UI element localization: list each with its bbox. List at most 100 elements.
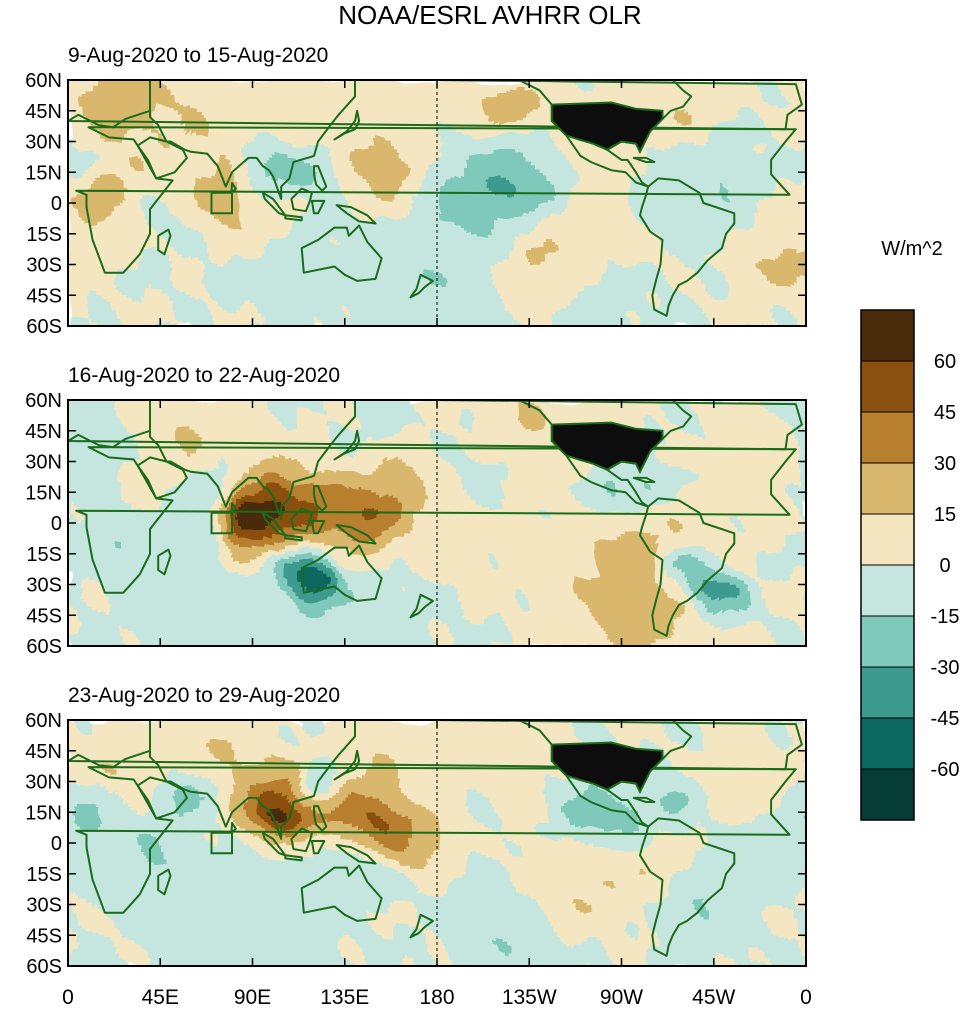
coastline-cuba xyxy=(632,476,656,483)
lon-tick-label: 0 xyxy=(62,986,74,1009)
lat-tick-label: 45S xyxy=(26,605,62,627)
coastline-europe xyxy=(68,80,803,131)
lat-tick-label: 60N xyxy=(25,710,62,732)
coastline-newguinea xyxy=(335,204,377,225)
coastlines xyxy=(68,400,803,637)
colorbar-swatch xyxy=(860,615,915,668)
lat-tick-label: 15N xyxy=(25,482,62,504)
lat-tick-label: 45N xyxy=(25,741,62,763)
chart-title: NOAA/ESRL AVHRR OLR xyxy=(338,0,641,30)
coastline-sumatra xyxy=(261,831,287,857)
coastline-australia xyxy=(300,224,383,282)
lat-tick-label: 30S xyxy=(26,255,62,277)
coastline-philippines xyxy=(313,165,328,192)
lon-tick-label: 135E xyxy=(320,986,369,1009)
coastline-java xyxy=(284,854,303,862)
lat-tick-label: 15S xyxy=(26,224,62,246)
index-box xyxy=(210,191,233,215)
lat-tick-label: 30S xyxy=(26,895,62,917)
lon-tick-label: 180 xyxy=(419,986,454,1009)
coastline-southamerica xyxy=(639,497,736,637)
map-panel-3: 23-Aug-2020 to 29-Aug-2020 60N 45N 30N 15N 0 1… xyxy=(25,684,807,978)
coastlines xyxy=(68,80,803,317)
colorbar-level-label: 60 xyxy=(934,351,956,373)
lat-tick-label: 0 xyxy=(51,833,62,855)
coastline-java xyxy=(284,214,303,222)
coastline-africa xyxy=(75,766,797,914)
coastline-cuba xyxy=(632,796,656,803)
colorbar-swatch xyxy=(860,462,915,515)
panel-period-label: 16-Aug-2020 to 22-Aug-2020 xyxy=(68,364,340,387)
lat-tick-label: 15N xyxy=(25,802,62,824)
lat-tick-label: 30N xyxy=(25,772,62,794)
colorbar-swatch xyxy=(860,513,915,566)
lat-tick-label: 30N xyxy=(25,132,62,154)
coastline-japan xyxy=(333,749,361,781)
usa-borders xyxy=(550,101,664,155)
colorbar: 60 45 30 15 0 -15 -30 -45 -60 xyxy=(860,309,960,821)
coastline-newguinea xyxy=(335,524,377,545)
coastline-newzealand xyxy=(409,593,434,619)
lat-tick-label: 60S xyxy=(26,636,62,658)
lat-tick-label: 30S xyxy=(26,575,62,597)
colorbar-swatch xyxy=(860,411,915,464)
coastline-borneo xyxy=(290,187,313,213)
lat-tick-label: 30N xyxy=(25,452,62,474)
coastline-europe xyxy=(68,400,803,451)
coastline-greenland xyxy=(692,80,718,81)
coastline-australia xyxy=(300,544,383,602)
colorbar-level-label: -60 xyxy=(931,759,960,781)
index-box xyxy=(210,511,233,535)
coastline-japan xyxy=(333,429,361,461)
coastline-europe xyxy=(68,720,803,771)
coastline-java xyxy=(284,534,303,542)
coastline-greenland xyxy=(692,720,718,721)
coastline-srilanka xyxy=(230,821,237,832)
lon-tick-label: 135W xyxy=(502,986,557,1009)
colorbar-swatch xyxy=(860,309,915,362)
panel-period-label: 23-Aug-2020 to 29-Aug-2020 xyxy=(68,684,340,707)
colorbar-level-label: -30 xyxy=(931,657,960,679)
olr-anomaly-field xyxy=(68,720,806,966)
coastline-southamerica xyxy=(639,817,736,957)
coastline-sulawesi xyxy=(310,520,326,535)
coastline-asia xyxy=(149,720,356,840)
coastline-arabia xyxy=(136,136,188,180)
coastline-sulawesi xyxy=(310,840,326,855)
map-panel-1: 9-Aug-2020 to 15-Aug-2020 60N 45N 30N 15N 0 15… xyxy=(25,44,807,338)
coastline-newguinea xyxy=(335,844,377,865)
coastline-madagascar xyxy=(157,548,172,576)
coastline-africa xyxy=(75,446,797,594)
coastline-greenland xyxy=(692,400,718,401)
coastline-australia xyxy=(300,864,383,922)
map-panel-2: 16-Aug-2020 to 22-Aug-2020 60N 45N 30N 15N 0 1… xyxy=(25,364,807,658)
coastline-philippines xyxy=(313,805,328,832)
coastline-sumatra xyxy=(261,191,287,217)
panel-period-label: 9-Aug-2020 to 15-Aug-2020 xyxy=(68,44,328,67)
coastline-borneo xyxy=(290,827,313,853)
coastline-madagascar xyxy=(157,868,172,896)
lon-tick-label: 90E xyxy=(234,986,271,1009)
lon-tick-label: 0 xyxy=(800,986,812,1009)
usa-borders xyxy=(550,421,664,475)
index-box xyxy=(210,831,233,855)
lat-tick-label: 0 xyxy=(51,513,62,535)
colorbar-units-label: W/m^2 xyxy=(881,238,943,260)
coastline-srilanka xyxy=(230,501,237,512)
lat-tick-label: 60S xyxy=(26,316,62,338)
lat-tick-label: 15S xyxy=(26,864,62,886)
coastline-srilanka xyxy=(230,181,237,192)
coastline-philippines xyxy=(313,485,328,512)
lat-tick-label: 45N xyxy=(25,421,62,443)
coastline-newzealand xyxy=(409,913,434,939)
colorbar-level-label: 30 xyxy=(934,453,956,475)
coastlines xyxy=(68,720,803,957)
usa-borders xyxy=(550,741,664,795)
coastline-africa xyxy=(75,126,797,274)
coastline-madagascar xyxy=(157,228,172,256)
coastline-arabia xyxy=(136,776,188,820)
colorbar-swatch xyxy=(860,564,915,617)
lat-tick-label: 0 xyxy=(51,193,62,215)
coastline-newzealand xyxy=(409,273,434,299)
